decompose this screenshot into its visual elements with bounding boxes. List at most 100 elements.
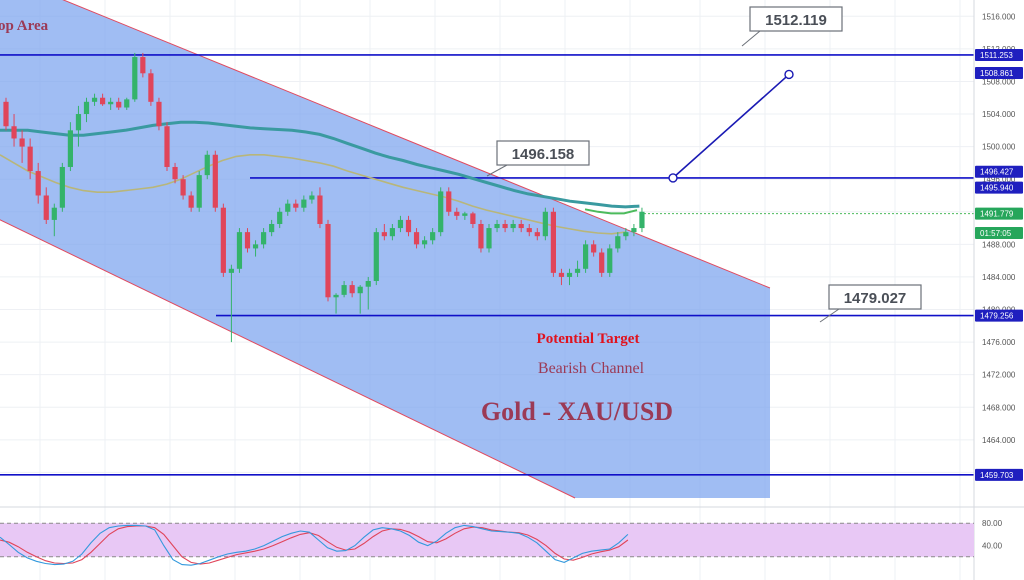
- candle-body-40: [325, 223, 331, 298]
- price-tag-text-5: 01:57:05: [980, 229, 1012, 238]
- candle-body-31: [252, 244, 259, 249]
- candle-body-27: [220, 207, 226, 273]
- price-axis: 1516.0001512.0001508.0001504.0001500.000…: [973, 0, 1023, 580]
- candle-body-26: [212, 154, 218, 208]
- candle-body-7: [59, 166, 65, 208]
- candle-body-28: [228, 268, 234, 273]
- candle-36: [293, 199, 299, 212]
- candle-75: [607, 244, 613, 277]
- candle-61: [494, 219, 500, 233]
- candle-body-24: [196, 175, 202, 208]
- candle-72: [583, 240, 589, 273]
- callout-box-0: [749, 6, 843, 32]
- candle-body-67: [542, 211, 548, 237]
- candle-51: [413, 228, 420, 249]
- candle-body-55: [446, 191, 452, 212]
- candle-body-13: [108, 101, 114, 105]
- candle-74: [599, 248, 605, 277]
- candle-body-22: [180, 179, 186, 196]
- price-tag-bg-6: [975, 309, 1023, 322]
- candle-body-74: [599, 252, 605, 273]
- candle-body-4: [35, 171, 41, 196]
- callout-pointer-1: [486, 164, 508, 177]
- price-tag-7: 1459.703: [975, 468, 1023, 481]
- candle-body-48: [389, 228, 395, 237]
- osc-tick-label-0: 80.00: [982, 519, 1003, 528]
- chart-title: Gold - XAU/USD: [481, 397, 673, 426]
- price-tag-text-6: 1479.256: [980, 312, 1014, 321]
- channel-lower-border: [0, 219, 576, 499]
- candle-31: [252, 240, 259, 257]
- candle-body-1: [11, 126, 17, 139]
- channel-fill: [0, 0, 770, 498]
- candle-6: [51, 203, 57, 237]
- candle-body-43: [349, 285, 355, 294]
- candle-30: [244, 228, 251, 253]
- potential-target-label: Potential Target: [537, 331, 640, 347]
- candle-32: [261, 228, 267, 249]
- candle-body-21: [172, 166, 178, 180]
- candle-body-18: [148, 73, 154, 102]
- candle-body-29: [236, 232, 243, 269]
- y-tick-label-11: 1472.000: [982, 371, 1016, 380]
- candle-body-8: [67, 130, 73, 167]
- candle-body-59: [478, 223, 484, 249]
- y-tick-label-2: 1508.000: [982, 77, 1016, 86]
- candle-body-11: [91, 97, 98, 102]
- callout-text-1: 1496.158: [512, 146, 575, 163]
- candle-57: [462, 211, 468, 220]
- candle-body-65: [526, 228, 532, 233]
- candle-63: [510, 219, 516, 233]
- candle-body-49: [397, 219, 404, 229]
- candle-body-38: [309, 195, 315, 200]
- candle-body-23: [188, 195, 194, 208]
- candle-body-69: [558, 272, 565, 277]
- candle-50: [405, 215, 412, 237]
- candle-body-6: [51, 207, 57, 220]
- candle-body-36: [293, 203, 299, 208]
- candle-27: [220, 203, 226, 277]
- candle-19: [156, 97, 162, 131]
- candle-body-66: [534, 232, 540, 237]
- candle-25: [204, 150, 210, 180]
- projection-line: [672, 73, 790, 179]
- candle-body-50: [405, 219, 412, 233]
- candle-body-68: [550, 211, 556, 273]
- candle-body-34: [277, 211, 283, 224]
- osc-band: [0, 523, 974, 557]
- candle-40: [325, 219, 331, 302]
- candle-68: [550, 207, 556, 277]
- candle-body-14: [116, 101, 122, 108]
- price-callout-2: 1479.027: [819, 284, 922, 323]
- callout-box-2: [828, 284, 922, 310]
- candle-69: [558, 268, 565, 286]
- osc-d-line: [0, 525, 629, 565]
- candle-17: [140, 52, 146, 78]
- candle-body-5: [43, 195, 49, 220]
- callout-text-2: 1479.027: [844, 290, 907, 307]
- candle-46: [373, 228, 379, 286]
- candle-body-75: [607, 248, 613, 273]
- candle-body-16: [132, 57, 138, 100]
- price-callout-0: 1512.119: [741, 6, 843, 47]
- ma-green-line: [584, 208, 638, 215]
- candle-54: [438, 187, 444, 237]
- candle-7: [59, 162, 65, 212]
- callout-text-0: 1512.119: [765, 12, 827, 29]
- candle-77: [623, 228, 629, 241]
- y-tick-label-0: 1516.000: [982, 12, 1016, 21]
- candle-0: [3, 97, 9, 131]
- y-tick-label-3: 1504.000: [982, 110, 1016, 119]
- y-tick-label-5: 1496.000: [982, 175, 1016, 184]
- price-tag-bg-7: [975, 468, 1023, 481]
- candle-39: [317, 187, 323, 229]
- candle-body-57: [462, 213, 468, 216]
- candle-52: [422, 236, 428, 249]
- candle-body-58: [470, 213, 476, 224]
- candle-body-61: [494, 223, 500, 229]
- candle-body-30: [244, 232, 251, 249]
- candle-body-15: [124, 99, 130, 108]
- price-tag-text-7: 1459.703: [980, 471, 1014, 480]
- price-tag-bg-1: [975, 66, 1023, 79]
